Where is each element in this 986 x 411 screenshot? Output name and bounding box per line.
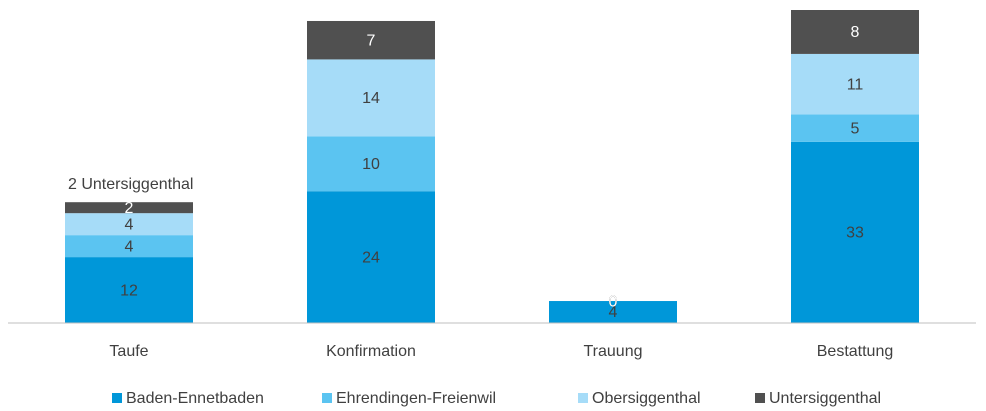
bar-segment [791, 53, 919, 115]
data-label: 4 [125, 216, 134, 233]
legend-label: Obersiggenthal [592, 390, 701, 407]
data-label: 4 [125, 238, 134, 255]
bar-segment [791, 141, 919, 323]
bar-segment [65, 257, 193, 323]
data-label: 10 [362, 156, 380, 173]
bar-segment [307, 59, 435, 137]
data-label: 2 [125, 200, 134, 217]
data-label: 0 [609, 293, 618, 310]
data-label: 7 [367, 32, 376, 49]
legend-swatch [578, 393, 588, 403]
x-tick-label: Taufe [109, 343, 148, 360]
data-label: 8 [851, 24, 860, 41]
legend-label: Ehrendingen-Freienwil [336, 390, 496, 407]
data-label: 5 [851, 120, 860, 137]
bar-segment [65, 213, 193, 236]
bar-segment [307, 20, 435, 60]
x-tick-label: Konfirmation [326, 343, 416, 360]
bar-segment [307, 191, 435, 323]
data-label: 0 [609, 293, 618, 310]
bar-segment [307, 136, 435, 192]
bar-segment [549, 301, 677, 323]
x-tick-label: Trauung [584, 343, 643, 360]
data-label: 0 [609, 293, 618, 310]
data-label: 12 [120, 282, 138, 299]
data-label: 33 [846, 225, 864, 242]
data-label: 14 [362, 90, 380, 107]
bar-segment [791, 10, 919, 54]
bar-segment [65, 235, 193, 258]
legend-swatch [755, 393, 765, 403]
data-label: 11 [847, 76, 864, 93]
data-label: 4 [609, 304, 618, 321]
bar-segment [65, 202, 193, 214]
annotation: 2 Untersiggenthal [68, 176, 193, 193]
legend-swatch [322, 393, 332, 403]
data-label: 24 [362, 249, 380, 266]
legend-swatch [112, 393, 122, 403]
legend-label: Baden-Ennetbaden [126, 390, 264, 407]
x-tick-label: Bestattung [817, 343, 894, 360]
bar-segment [791, 114, 919, 142]
legend-label: Untersiggenthal [769, 390, 881, 407]
